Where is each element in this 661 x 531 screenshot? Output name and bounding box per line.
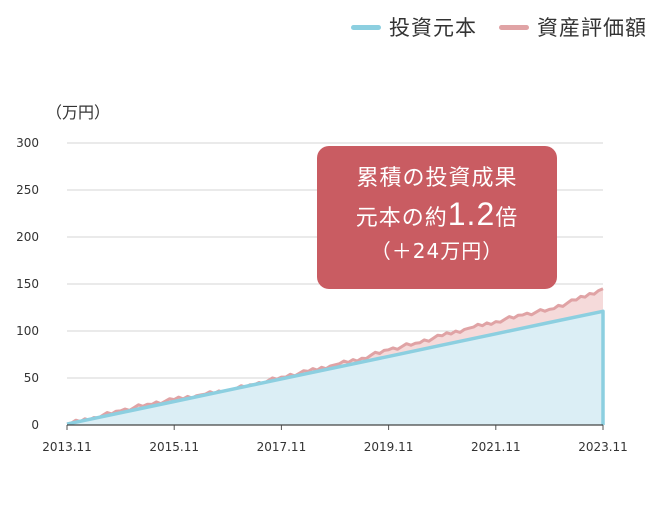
y-tick-label: 200: [16, 230, 39, 244]
callout-multiplier-prefix: 元本の約: [355, 206, 448, 231]
legend-label-asset: 資産評価額: [537, 16, 647, 40]
legend-item-principal: 投資元本: [351, 12, 477, 42]
y-tick-label: 0: [31, 418, 39, 432]
callout-gain: （＋24万円）: [370, 239, 504, 263]
callout-box: 累積の投資成果 元本の約1.2倍 （＋24万円）: [317, 146, 557, 289]
asset-line: [66, 287, 604, 426]
callout-multiplier: 元本の約1.2倍: [317, 196, 557, 233]
legend-item-asset: 資産評価額: [499, 12, 647, 42]
y-tick-label: 300: [16, 136, 39, 150]
y-tick-label: 50: [24, 371, 39, 385]
legend-swatch-principal: [351, 24, 381, 30]
x-tick-label: 2017.11: [257, 440, 307, 454]
x-tick-label: 2021.11: [471, 440, 521, 454]
legend: 投資元本 資産評価額: [351, 12, 647, 42]
x-tick-label: 2019.11: [364, 440, 414, 454]
legend-label-principal: 投資元本: [389, 16, 477, 40]
x-tick-label: 2015.11: [149, 440, 199, 454]
callout-title: 累積の投資成果: [356, 166, 518, 191]
x-tick-label: 2013.11: [42, 440, 92, 454]
principal-line: [66, 309, 605, 426]
callout-multiplier-value: 1.2: [447, 196, 496, 232]
y-tick-label: 250: [16, 183, 39, 197]
y-tick-label: 150: [16, 277, 39, 291]
callout-multiplier-suffix: 倍: [495, 206, 519, 231]
y-unit-label: （万円）: [46, 103, 111, 122]
y-tick-label: 100: [16, 324, 39, 338]
legend-swatch-asset: [499, 24, 529, 30]
x-tick-label: 2023.11: [578, 440, 628, 454]
